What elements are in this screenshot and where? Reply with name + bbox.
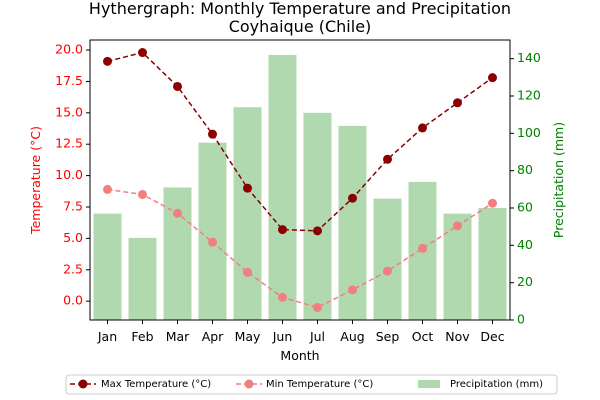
right-tick-label: 0 — [517, 312, 525, 327]
precipitation-bar — [373, 198, 402, 320]
x-tick-label: Apr — [202, 329, 224, 344]
min-temp-point — [208, 237, 217, 247]
right-tick-label: 40 — [517, 237, 533, 252]
max-temp-point — [488, 73, 497, 83]
min-temp-point — [348, 285, 357, 295]
right-axis-label: Precipitation (mm) — [551, 122, 566, 238]
min-temp-point — [243, 267, 252, 277]
max-temp-point — [418, 123, 427, 133]
precipitation-bar — [478, 208, 507, 320]
precipitation-bar — [303, 112, 332, 320]
left-tick-label: 2.5 — [63, 261, 83, 276]
min-temp-line — [107, 188, 493, 309]
left-tick-label: 17.5 — [55, 73, 83, 88]
legend-min-temp-marker — [244, 379, 254, 389]
min-temp-point — [418, 243, 427, 253]
x-axis-label: Month — [280, 348, 319, 363]
left-tick-label: 12.5 — [55, 136, 83, 151]
left-tick-label: 15.0 — [55, 104, 83, 119]
chart-subtitle: Coyhaique (Chile) — [229, 17, 372, 36]
max-temp-point — [103, 56, 112, 66]
max-temp-point — [208, 129, 217, 139]
legend-max-temp-label: Max Temperature (°C) — [101, 379, 211, 390]
max-temp-point — [278, 225, 287, 235]
precipitation-bars — [93, 54, 507, 320]
right-axis-ticks: 0 20 40 60 80 100 120 140 — [510, 50, 541, 327]
min-temp-point — [138, 189, 147, 199]
min-temp-point — [453, 221, 462, 231]
max-temp-point — [243, 183, 252, 193]
min-temp-point — [103, 184, 112, 194]
precipitation-bar — [268, 54, 297, 320]
legend-precip-swatch — [418, 380, 440, 388]
max-temp-point — [313, 226, 322, 236]
right-tick-label: 120 — [517, 88, 541, 103]
right-tick-label: 100 — [517, 125, 541, 140]
x-tick-label: Nov — [445, 329, 470, 344]
max-temp-point — [453, 98, 462, 108]
min-temp-point — [383, 266, 392, 276]
max-temp-point — [173, 81, 182, 91]
left-tick-label: 5.0 — [63, 230, 83, 245]
chart-title: Hythergraph: Monthly Temperature and Pre… — [89, 0, 511, 18]
min-temp-point — [173, 208, 182, 218]
right-tick-label: 80 — [517, 162, 533, 177]
plot-frame — [89, 39, 511, 321]
x-tick-label: Oct — [412, 329, 434, 344]
x-tick-label: Aug — [340, 329, 364, 344]
max-temp-point — [383, 154, 392, 164]
precipitation-bar — [163, 187, 192, 320]
x-tick-label: Jan — [97, 329, 117, 344]
max-temp-point — [348, 193, 357, 203]
x-tick-label: Dec — [480, 329, 504, 344]
legend-min-temp-label: Min Temperature (°C) — [266, 379, 373, 390]
left-axis-label: Temperature (°C) — [28, 126, 43, 235]
x-tick-label: Jul — [309, 329, 325, 344]
min-temp-point — [488, 198, 497, 208]
min-temp-point — [313, 302, 322, 312]
right-tick-label: 20 — [517, 274, 533, 289]
left-tick-label: 10.0 — [55, 167, 83, 182]
left-axis-ticks: 0.0 2.5 5.0 7.5 10.0 12.5 15.0 17.5 20.0 — [55, 42, 90, 308]
legend-precip-label: Precipitation (mm) — [450, 379, 543, 390]
legend-frame — [65, 374, 558, 395]
precipitation-bar — [93, 213, 122, 320]
right-tick-label: 140 — [517, 50, 541, 65]
right-tick-label: 60 — [517, 200, 533, 215]
x-axis-ticks: Jan Feb Mar Apr May Jun Jul Aug Sep Oct Nov Dec — [97, 320, 505, 344]
legend: Max Temperature (°C) Min Temperature (°C… — [65, 374, 558, 395]
precipitation-bar — [233, 107, 262, 320]
min-temp-point — [278, 292, 287, 302]
left-tick-label: 20.0 — [55, 42, 83, 57]
precipitation-bar — [198, 142, 227, 320]
max-temp-line — [107, 51, 493, 232]
x-tick-label: Sep — [376, 329, 400, 344]
max-temp-point — [138, 48, 147, 58]
left-tick-label: 0.0 — [63, 293, 83, 308]
precipitation-bar — [128, 237, 157, 320]
temperature-lines — [103, 48, 497, 312]
left-tick-label: 7.5 — [63, 198, 83, 213]
precipitation-bar — [443, 213, 472, 320]
x-tick-label: May — [235, 329, 261, 344]
x-tick-label: Jun — [272, 329, 293, 344]
x-tick-label: Feb — [131, 329, 153, 344]
x-tick-label: Mar — [166, 329, 190, 344]
legend-max-temp-marker — [78, 379, 88, 389]
